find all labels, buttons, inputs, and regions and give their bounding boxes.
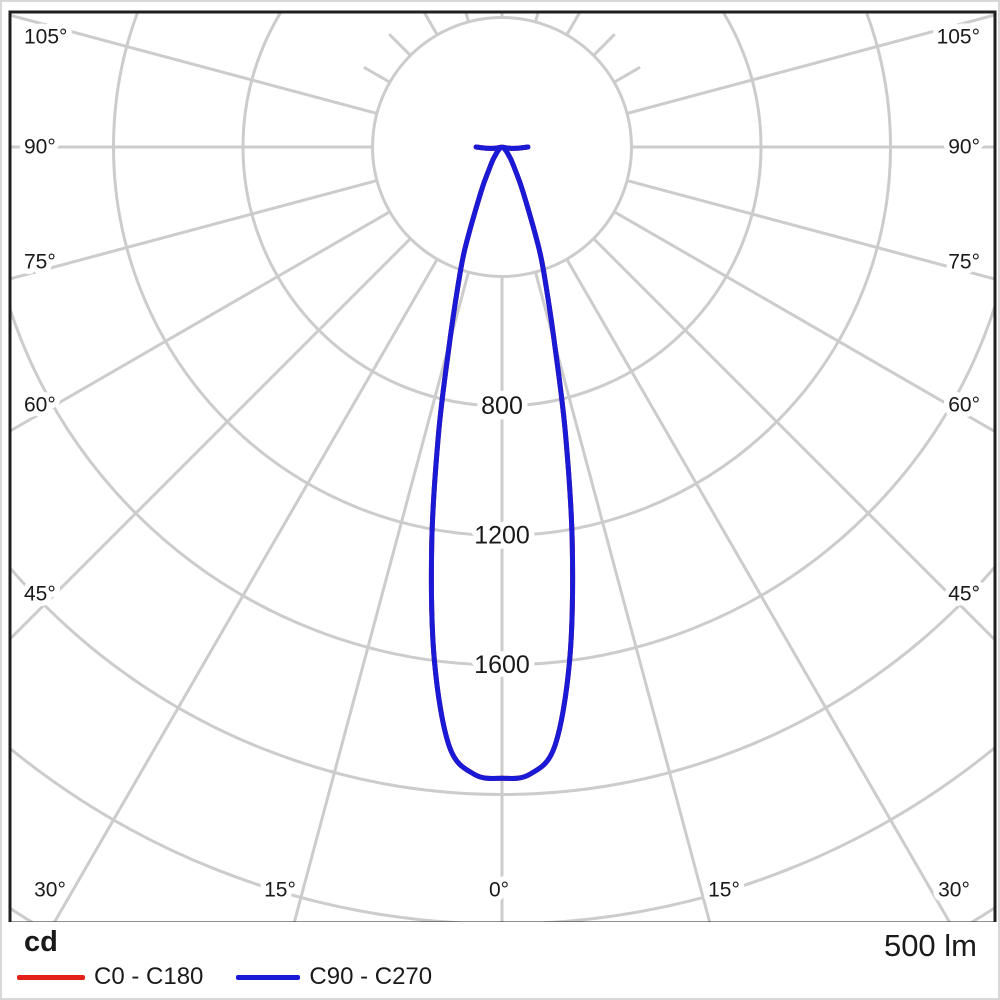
angle-tick-stub: [423, 13, 439, 36]
angle-tick-stub: [464, 13, 470, 23]
angle-ray: [292, 271, 470, 922]
legend: C0 - C180 C90 - C270: [17, 962, 432, 992]
flux-label: 500 lm: [883, 928, 977, 963]
radial-value-label: 800: [481, 392, 523, 420]
legend-label-c90-c270: C90 - C270: [309, 963, 433, 990]
angle-ray: [11, 210, 391, 432]
angle-tick-stub: [534, 13, 540, 23]
angle-label-bottom: 30°: [938, 879, 970, 902]
angle-label-left: 105°: [24, 26, 67, 49]
polar-chart: 105° 90° 75° 60° 45° 105° 90° 75° 60° 45° 30° 15° 0°…: [8, 10, 997, 922]
angle-tick-stub: [613, 65, 641, 84]
angle-label-left: 45°: [24, 583, 56, 606]
angle-ray: [565, 258, 951, 922]
chart-footer: cd 500 lm C0 - C180 C90 - C270: [2, 922, 998, 998]
units-label: cd: [24, 926, 58, 958]
angle-ray: [613, 210, 994, 433]
angle-label-left: 75°: [24, 251, 56, 274]
radial-value-label: 1600: [474, 651, 530, 679]
angle-label-bottom: 15°: [708, 879, 740, 902]
radial-value-label: 1200: [474, 522, 530, 550]
angle-label-bottom: 0°: [489, 879, 509, 902]
polar-grid: [11, 13, 994, 922]
axis-labels: 105° 90° 75° 60° 45° 105° 90° 75° 60° 45° 30° 15° 0°…: [19, 20, 986, 907]
curve-c90-c270: [428, 144, 576, 781]
angle-ray: [626, 179, 994, 281]
angle-ray: [11, 179, 378, 280]
angle-tick-stub: [363, 65, 391, 84]
angle-tick-stub: [592, 33, 616, 57]
angle-ray: [11, 14, 378, 115]
angle-label-left: 90°: [24, 136, 56, 159]
angle-label-right: 60°: [948, 394, 980, 417]
angle-tick-stub: [388, 33, 412, 57]
angle-ray: [53, 258, 439, 922]
angle-label-right: 75°: [948, 251, 980, 274]
angle-label-right: 90°: [948, 136, 980, 159]
angle-ray: [534, 271, 712, 922]
angle-ray: [11, 237, 412, 640]
angle-label-bottom: 15°: [264, 879, 296, 902]
angle-label-bottom: 30°: [34, 879, 66, 902]
angle-label-left: 60°: [24, 394, 56, 417]
angle-ray: [626, 13, 994, 115]
legend-swatch-c90-c270: [236, 974, 301, 980]
angle-ray: [592, 237, 994, 641]
angle-label-right: 105°: [937, 26, 980, 49]
legend-swatch-c0-c180: [17, 974, 85, 980]
angle-tick-stub: [565, 13, 581, 36]
legend-label-c0-c180: C0 - C180: [94, 963, 204, 990]
angle-label-right: 45°: [948, 583, 980, 606]
